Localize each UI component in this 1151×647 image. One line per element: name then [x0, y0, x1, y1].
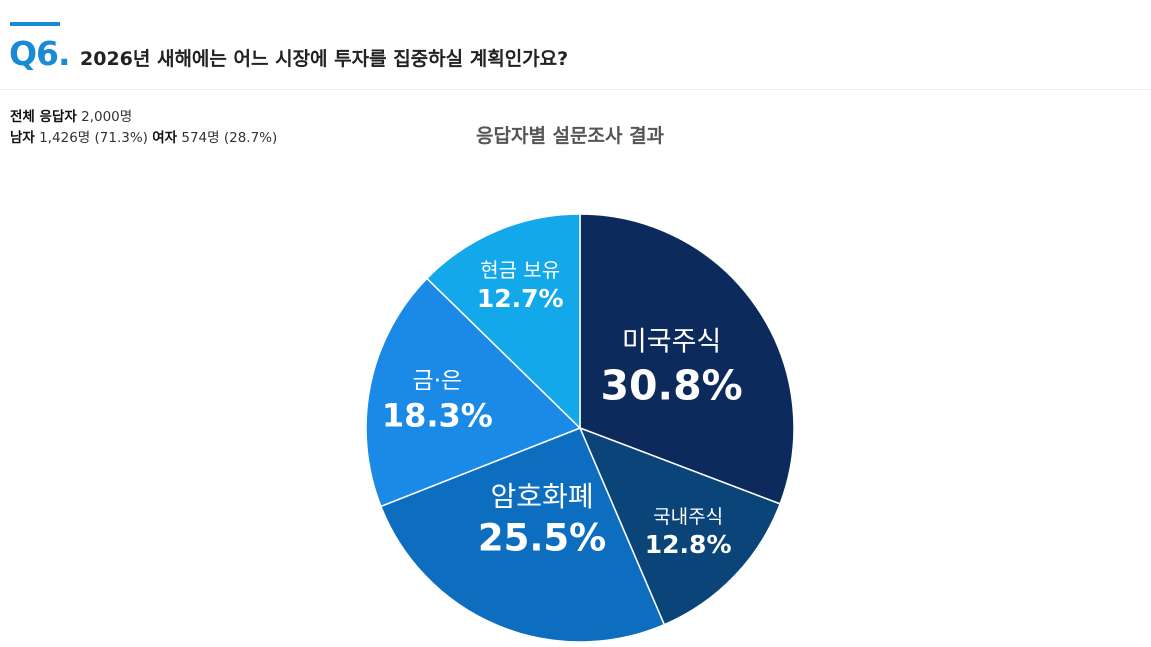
question-number: Q6. [9, 34, 71, 73]
pie-slice [425, 213, 581, 430]
pie-slice [579, 213, 795, 505]
slice-label: 금·은 [413, 368, 463, 394]
slice-label: 암호화폐 [491, 480, 594, 513]
female-value: 574명 (28.7%) [181, 130, 278, 146]
male-label: 남자 [10, 130, 35, 146]
slice-label: 현금 보유 [480, 258, 560, 282]
slice-label: 국내주식 [653, 506, 723, 528]
slice-value: 30.8% [600, 362, 742, 410]
chart-title: 응답자별 설문조사 결과 [476, 125, 665, 147]
question-accent-bar [10, 22, 60, 26]
slice-value: 12.8% [645, 530, 732, 559]
female-label: 여자 [152, 130, 178, 146]
total-respondents-label: 전체 응답자 [10, 109, 77, 125]
pie-slice [578, 426, 782, 626]
slice-value: 12.7% [477, 284, 564, 313]
total-respondents-value: 2,000명 [81, 109, 133, 125]
slice-label: 미국주식 [622, 326, 721, 357]
pie-slice [379, 427, 666, 643]
slice-value: 18.3% [382, 396, 493, 434]
pie-slice [365, 277, 582, 508]
male-value: 1,426명 (71.3%) [39, 130, 148, 146]
question-text: 2026년 새해에는 어느 시장에 투자를 집중하실 계획인가요? [80, 48, 569, 70]
header-divider [0, 89, 1151, 90]
gender-breakdown: 남자 1,426명 (71.3%) 여자 574명 (28.7%) [10, 126, 277, 146]
slice-value: 25.5% [478, 516, 606, 559]
total-respondents: 전체 응답자 2,000명 [10, 105, 132, 125]
